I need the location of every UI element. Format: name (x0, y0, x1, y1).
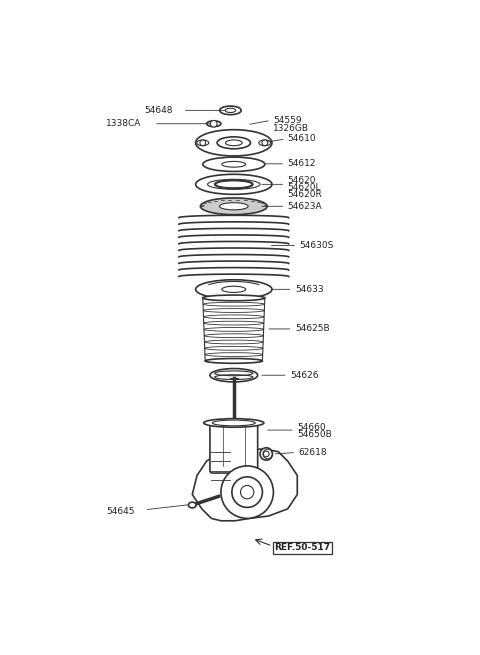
Ellipse shape (203, 309, 264, 312)
Ellipse shape (204, 419, 264, 427)
Ellipse shape (204, 340, 263, 344)
Text: 54612: 54612 (288, 159, 316, 168)
Ellipse shape (217, 137, 251, 149)
Text: 62618: 62618 (298, 448, 327, 457)
Circle shape (262, 140, 268, 145)
Circle shape (210, 121, 217, 127)
Ellipse shape (222, 161, 246, 167)
Ellipse shape (203, 296, 265, 300)
Circle shape (240, 485, 254, 499)
Circle shape (260, 448, 273, 460)
Text: 54630S: 54630S (300, 241, 334, 250)
Ellipse shape (204, 321, 264, 325)
Ellipse shape (222, 286, 246, 292)
Ellipse shape (206, 121, 221, 126)
Ellipse shape (220, 106, 241, 115)
Ellipse shape (259, 140, 271, 145)
Text: 54633: 54633 (295, 285, 324, 294)
Polygon shape (192, 449, 297, 521)
Ellipse shape (203, 157, 265, 172)
Text: 54620R: 54620R (288, 191, 323, 199)
Ellipse shape (205, 359, 263, 363)
Text: 54623A: 54623A (288, 202, 323, 211)
Ellipse shape (212, 420, 255, 426)
Ellipse shape (225, 108, 236, 113)
Ellipse shape (204, 315, 264, 319)
Ellipse shape (204, 328, 264, 331)
Ellipse shape (205, 352, 263, 356)
Ellipse shape (203, 303, 264, 306)
Ellipse shape (196, 174, 272, 195)
Text: 54620: 54620 (288, 176, 316, 185)
Ellipse shape (204, 334, 264, 337)
Text: 1338CA: 1338CA (107, 119, 142, 128)
Text: 54625B: 54625B (295, 324, 329, 333)
Text: 54645: 54645 (107, 507, 135, 515)
Text: 54610: 54610 (288, 134, 316, 143)
Ellipse shape (210, 369, 258, 382)
Circle shape (221, 466, 274, 518)
Text: REF.50-517: REF.50-517 (275, 544, 331, 552)
Circle shape (232, 477, 263, 508)
Ellipse shape (226, 140, 242, 145)
Ellipse shape (189, 502, 196, 508)
Ellipse shape (215, 180, 253, 189)
Ellipse shape (203, 295, 265, 301)
Text: 1326GB: 1326GB (274, 124, 310, 132)
Ellipse shape (196, 130, 272, 156)
Text: 54559: 54559 (274, 116, 302, 125)
Ellipse shape (197, 140, 209, 145)
Circle shape (200, 140, 205, 145)
Text: 54626: 54626 (290, 371, 319, 380)
Ellipse shape (196, 280, 272, 299)
Ellipse shape (200, 198, 267, 215)
Ellipse shape (205, 358, 263, 364)
Text: 54620L: 54620L (288, 183, 321, 192)
Ellipse shape (204, 346, 263, 350)
FancyBboxPatch shape (210, 421, 258, 473)
Ellipse shape (219, 202, 248, 210)
Text: 54648: 54648 (144, 106, 173, 115)
Text: 54650B: 54650B (297, 430, 332, 440)
Circle shape (264, 451, 269, 457)
Text: 54660: 54660 (297, 423, 326, 432)
